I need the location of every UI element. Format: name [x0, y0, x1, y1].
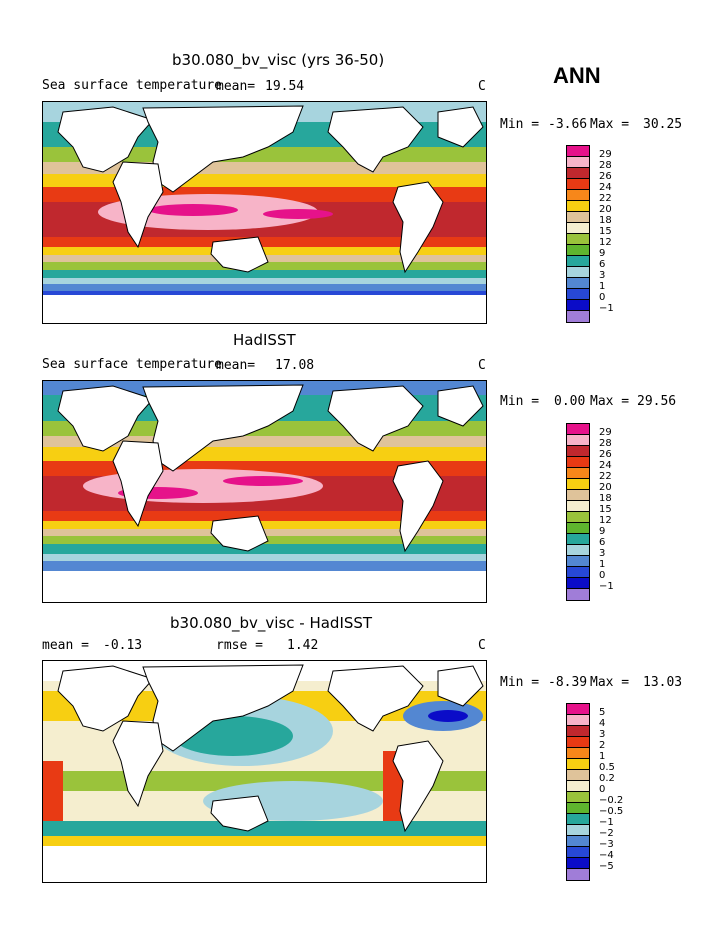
panel2-colorbar-label: 9	[599, 526, 606, 537]
panel1-colorbar-label: −1	[599, 303, 614, 314]
panel2-colorbar-label: 6	[599, 537, 606, 548]
panel2-colorbar-label: −1	[599, 581, 614, 592]
panel2-colorbar-label: 28	[599, 438, 612, 449]
panel1-colorbar-label: 9	[599, 248, 606, 259]
panel3-unit: C	[478, 638, 486, 653]
panel2-colorbar-label: 12	[599, 515, 612, 526]
panel2-min-value: 0.00	[554, 394, 586, 409]
panel3-colorbar-label: −0.2	[599, 795, 624, 806]
panel2-variable-label: Sea surface temperature	[42, 357, 223, 372]
panel3-colorbar-label: 0.5	[599, 762, 615, 773]
panel2-colorbar-label: 26	[599, 449, 612, 460]
panel3-title: b30.080_bv_visc - HadISST	[170, 614, 373, 632]
panel1-colorbar	[566, 145, 590, 323]
panel1-map	[42, 101, 487, 324]
panel3-colorbar-label: −5	[599, 861, 614, 872]
panel1-title: b30.080_bv_visc (yrs 36-50)	[172, 51, 385, 69]
panel2-colorbar-label: 0	[599, 570, 606, 581]
panel3-min-value: -8.39	[548, 675, 588, 690]
panel3-colorbar-label: −4	[599, 850, 614, 861]
panel1-colorbar-label: 12	[599, 237, 612, 248]
panel1-max-label: Max =	[590, 117, 630, 132]
panel1-colorbar-label: 0	[599, 292, 606, 303]
panel3-colorbar-label: 3	[599, 729, 606, 740]
panel2-unit: C	[478, 358, 486, 373]
panel3-rmse-value: 1.42	[287, 638, 319, 653]
panel1-variable-label: Sea surface temperature	[42, 78, 223, 93]
panel2-colorbar-label: 18	[599, 493, 612, 504]
panel3-map	[42, 660, 487, 883]
panel2-map	[42, 380, 487, 603]
panel3-colorbar-label: 0	[599, 784, 606, 795]
panel2-colorbar-label: 24	[599, 460, 612, 471]
panel2-colorbar-label: 22	[599, 471, 612, 482]
panel1-max-value: 30.25	[643, 117, 683, 132]
panel3-max-value: 13.03	[643, 675, 683, 690]
panel2-colorbar-label: 1	[599, 559, 606, 570]
panel2-max-value: 29.56	[637, 394, 677, 409]
panel2-colorbar-label: 3	[599, 548, 606, 559]
panel1-min-value: -3.66	[548, 117, 588, 132]
panel1-colorbar-label: 1	[599, 281, 606, 292]
panel3-mean-value: -0.13	[103, 638, 143, 653]
panel3-colorbar-label: −1	[599, 817, 614, 828]
panel3-colorbar-label: 4	[599, 718, 606, 729]
panel1-mean-label: mean=	[216, 79, 256, 94]
panel2-max-label: Max =	[590, 394, 630, 409]
season-label: ANN	[553, 63, 601, 88]
panel2-mean-label: mean=	[216, 358, 256, 373]
panel3-colorbar-label: −3	[599, 839, 614, 850]
panel3-colorbar-label: −2	[599, 828, 614, 839]
panel1-colorbar-label: 3	[599, 270, 606, 281]
panel3-min-label: Min =	[500, 675, 540, 690]
panel2-colorbar-label: 29	[599, 427, 612, 438]
panel1-unit: C	[478, 79, 486, 94]
panel2-mean-value: 17.08	[275, 358, 315, 373]
panel3-mean-label: mean =	[42, 638, 89, 653]
panel1-colorbar-label: 26	[599, 171, 612, 182]
panel1-colorbar-label: 29	[599, 149, 612, 160]
panel1-colorbar-label: 24	[599, 182, 612, 193]
panel3-colorbar-label: −0.5	[599, 806, 624, 817]
panel1-colorbar-label: 18	[599, 215, 612, 226]
panel3-colorbar	[566, 703, 590, 881]
panel1-colorbar-label: 28	[599, 160, 612, 171]
panel3-colorbar-label: 5	[599, 707, 606, 718]
panel1-colorbar-label: 20	[599, 204, 612, 215]
panel1-colorbar-label: 22	[599, 193, 612, 204]
panel2-min-label: Min =	[500, 394, 540, 409]
panel3-colorbar-label: 2	[599, 740, 606, 751]
panel3-colorbar-label: 1	[599, 751, 606, 762]
panel3-max-label: Max =	[590, 675, 630, 690]
panel1-mean-value: 19.54	[265, 79, 305, 94]
panel3-rmse-label: rmse =	[216, 638, 263, 653]
panel1-min-label: Min =	[500, 117, 540, 132]
panel1-colorbar-label: 15	[599, 226, 612, 237]
panel3-colorbar-label: 0.2	[599, 773, 615, 784]
panel2-title: HadISST	[233, 331, 296, 349]
panel2-colorbar-label: 20	[599, 482, 612, 493]
panel1-colorbar-label: 6	[599, 259, 606, 270]
panel2-colorbar-label: 15	[599, 504, 612, 515]
panel2-colorbar	[566, 423, 590, 601]
